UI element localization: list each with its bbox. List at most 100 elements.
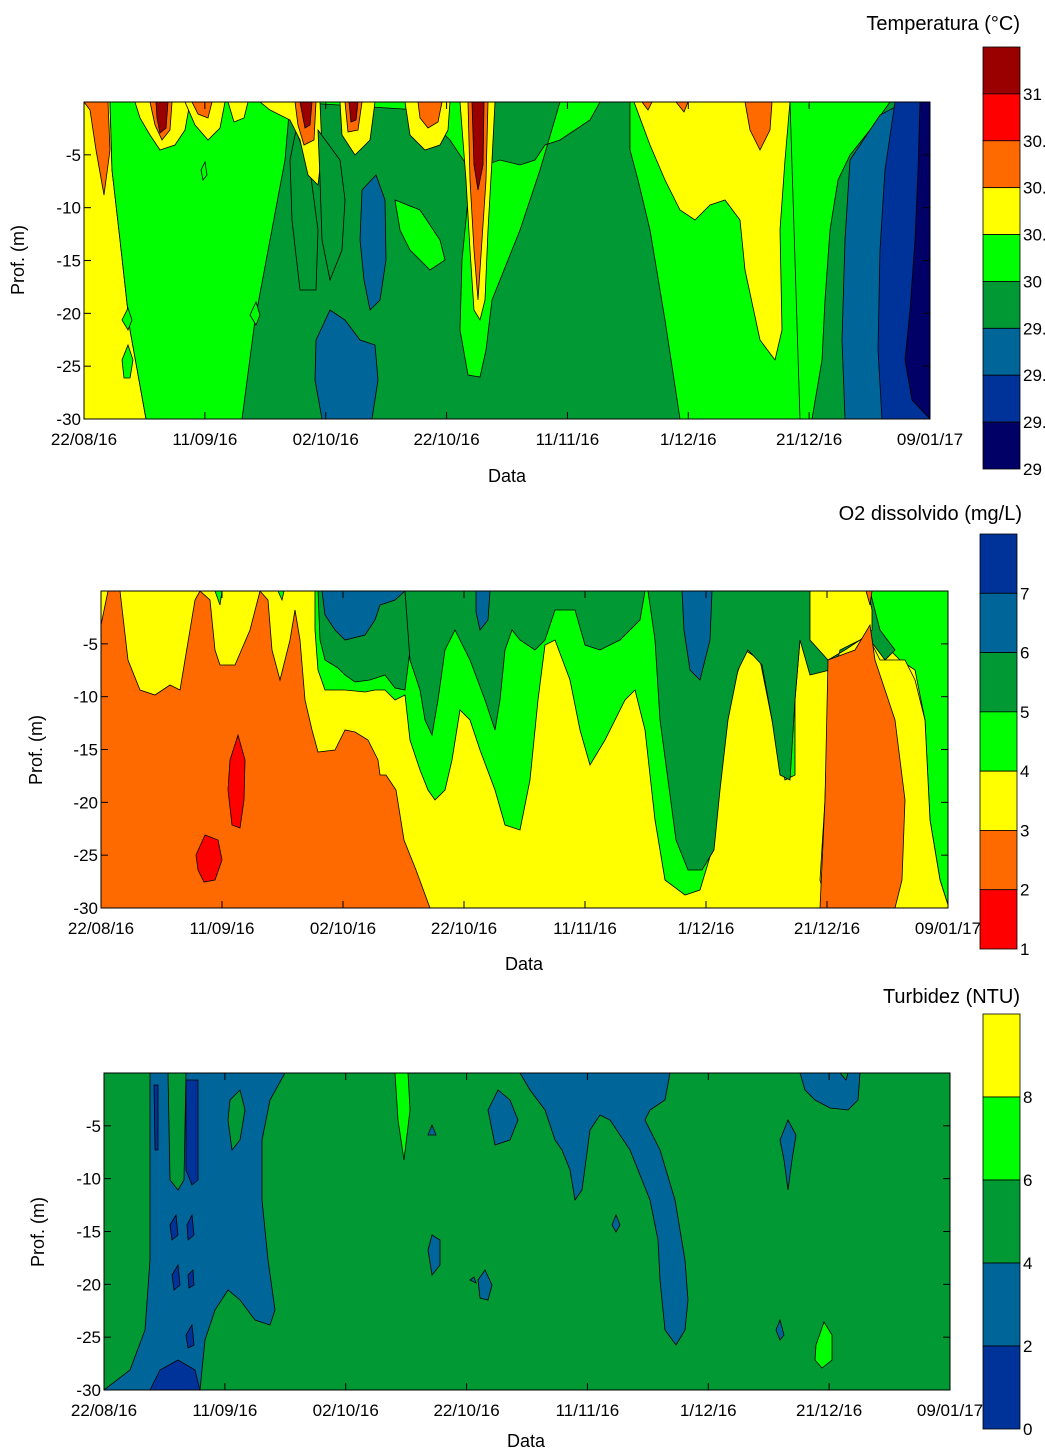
oxygen-colorbar-tick-label: 5	[1020, 703, 1029, 722]
turbidity-colorbar-swatch	[982, 1013, 1021, 1098]
turbidity-colorbar-tick-label: 2	[1023, 1337, 1032, 1356]
temperature-y-tick-label: -10	[56, 199, 81, 218]
oxygen-y-tick-label: -30	[73, 899, 98, 918]
oxygen-colorbar: 7 6 5 4 3 2 1	[979, 533, 1029, 959]
temperature-y-tick-label: -30	[56, 410, 81, 429]
oxygen-colorbar-swatch	[979, 652, 1018, 713]
temperature-x-tick-label: 02/10/16	[293, 430, 359, 449]
temperature-colorbar-swatch	[982, 140, 1021, 189]
turbidity-colorbar-swatch	[982, 1262, 1021, 1347]
oxygen-x-tick-label: 11/09/16	[190, 919, 255, 938]
oxygen-y-tick-label: -5	[83, 635, 98, 654]
oxygen-colorbar-swatch	[979, 770, 1018, 831]
oxygen-contour-field	[101, 591, 948, 908]
temperature-colorbar-swatch	[982, 327, 1021, 376]
temperature-colorbar-title: Temperatura (°C)	[866, 13, 1020, 35]
temperature-colorbar-swatch	[982, 281, 1021, 329]
temperature-colorbar-tick-label: 30	[1023, 272, 1042, 291]
turbidity-colorbar-title: Turbidez (NTU)	[883, 986, 1020, 1008]
temperature-x-axis-title: Data	[488, 466, 527, 486]
turbidity-contour-field	[104, 1073, 950, 1390]
temperature-x-axis-ticks: 22/08/16 11/09/16 02/10/16 22/10/16 11/11/16…	[51, 102, 963, 449]
oxygen-x-tick-label: 11/11/16	[553, 919, 617, 938]
turbidity-x-tick-label: 11/09/16	[192, 1401, 257, 1420]
oxygen-colorbar-tick-label: 2	[1020, 881, 1029, 900]
turbidity-colorbar-swatch	[982, 1179, 1021, 1264]
temperature-colorbar-tick-label: 29.75	[1023, 319, 1045, 338]
oxygen-x-tick-label: 21/12/16	[794, 919, 860, 938]
oxygen-colorbar-tick-label: 4	[1020, 762, 1029, 781]
oxygen-x-tick-label: 1/12/16	[678, 919, 735, 938]
turbidity-y-tick-label: -15	[76, 1223, 101, 1242]
turbidity-x-tick-label: 09/01/17	[917, 1401, 983, 1420]
oxygen-x-tick-label: 22/08/16	[68, 919, 134, 938]
turbidity-x-tick-label: 22/10/16	[433, 1401, 499, 1420]
oxygen-y-tick-label: -20	[73, 793, 98, 812]
turbidity-colorbar-tick-label: 0	[1023, 1420, 1032, 1439]
turbidity-x-axis-title: Data	[507, 1431, 546, 1451]
oxygen-y-tick-label: -15	[73, 741, 98, 760]
oxygen-panel: 22/08/16 11/09/16 02/10/16 22/10/16 11/11/16…	[26, 503, 1029, 974]
temperature-colorbar-tick-label: 29	[1023, 460, 1042, 479]
temperature-colorbar-swatch	[982, 374, 1021, 423]
turbidity-colorbar-tick-label: 8	[1023, 1088, 1032, 1107]
temperature-panel: 22/08/16 11/09/16 02/10/16 22/10/16 11/11/16…	[8, 13, 1045, 486]
turbidity-y-axis-title: Prof. (m)	[28, 1197, 48, 1267]
turbidity-x-tick-label: 11/11/16	[556, 1401, 620, 1420]
temperature-x-tick-label: 22/08/16	[51, 430, 117, 449]
oxygen-y-axis-title: Prof. (m)	[26, 715, 46, 785]
temperature-x-tick-label: 1/12/16	[660, 430, 717, 449]
turbidity-colorbar: 8 6 4 2 0	[982, 1013, 1032, 1439]
temperature-y-tick-label: -25	[56, 357, 81, 376]
turbidity-y-tick-label: -25	[76, 1328, 101, 1347]
oxygen-x-axis-ticks: 22/08/16 11/09/16 02/10/16 22/10/16 11/11/16…	[68, 591, 981, 938]
temperature-contour-field	[84, 102, 930, 419]
temperature-colorbar-swatch	[982, 187, 1021, 235]
temperature-y-axis-title: Prof. (m)	[8, 225, 28, 295]
turbidity-y-tick-label: -20	[76, 1275, 101, 1294]
temperature-colorbar-tick-label: 30.5	[1023, 179, 1045, 198]
temperature-colorbar: 31 30.75 30.5 30.25 30 29.75 29.5 29.25 29	[982, 46, 1045, 479]
oxygen-colorbar-swatch	[979, 889, 1018, 950]
temperature-colorbar-swatch	[982, 93, 1021, 142]
turbidity-x-tick-label: 02/10/16	[313, 1401, 379, 1420]
turbidity-y-tick-label: -30	[76, 1381, 101, 1400]
oxygen-colorbar-swatch	[979, 830, 1018, 891]
temperature-y-axis-ticks: -5 -10 -15 -20 -25 -30	[56, 146, 930, 429]
oxygen-y-axis-ticks: -5 -10 -15 -20 -25 -30	[73, 635, 948, 918]
temperature-y-tick-label: -20	[56, 304, 81, 323]
turbidity-y-axis-ticks: -5 -10 -15 -20 -25 -30	[76, 1117, 950, 1400]
turbidity-y-tick-label: -5	[86, 1117, 101, 1136]
oxygen-colorbar-swatch	[979, 592, 1018, 653]
temperature-colorbar-swatch	[982, 421, 1021, 470]
oxygen-x-tick-label: 22/10/16	[431, 919, 497, 938]
temperature-y-tick-label: -15	[56, 252, 81, 271]
oxygen-x-axis-title: Data	[505, 954, 544, 974]
oxygen-colorbar-tick-label: 7	[1020, 584, 1029, 603]
temperature-colorbar-tick-label: 30.75	[1023, 132, 1045, 151]
turbidity-x-axis-ticks: 22/08/16 11/09/16 02/10/16 22/10/16 11/11/16…	[71, 1073, 983, 1420]
temperature-x-tick-label: 11/09/16	[172, 430, 237, 449]
oxygen-y-tick-label: -10	[73, 688, 98, 707]
turbidity-colorbar-swatch	[982, 1345, 1021, 1430]
turbidity-colorbar-tick-label: 4	[1023, 1254, 1032, 1273]
oxygen-colorbar-swatch	[979, 711, 1018, 772]
oxygen-colorbar-tick-label: 6	[1020, 644, 1029, 663]
temperature-x-tick-label: 21/12/16	[776, 430, 842, 449]
temperature-y-tick-label: -5	[66, 146, 81, 165]
temperature-colorbar-tick-label: 29.25	[1023, 413, 1045, 432]
turbidity-x-tick-label: 22/08/16	[71, 1401, 137, 1420]
oxygen-y-tick-label: -25	[73, 846, 98, 865]
turbidity-y-tick-label: -10	[76, 1170, 101, 1189]
oxygen-x-tick-label: 09/01/17	[915, 919, 981, 938]
turbidity-x-tick-label: 21/12/16	[796, 1401, 862, 1420]
temperature-x-tick-label: 11/11/16	[536, 430, 600, 449]
oxygen-colorbar-swatch	[979, 533, 1018, 594]
oxygen-x-tick-label: 02/10/16	[310, 919, 376, 938]
turbidity-colorbar-swatch	[982, 1096, 1021, 1181]
oxygen-colorbar-title: O2 dissolvido (mg/L)	[839, 503, 1022, 525]
temperature-x-tick-label: 09/01/17	[897, 430, 963, 449]
turbidity-colorbar-tick-label: 6	[1023, 1171, 1032, 1190]
oxygen-colorbar-tick-label: 1	[1020, 940, 1029, 959]
